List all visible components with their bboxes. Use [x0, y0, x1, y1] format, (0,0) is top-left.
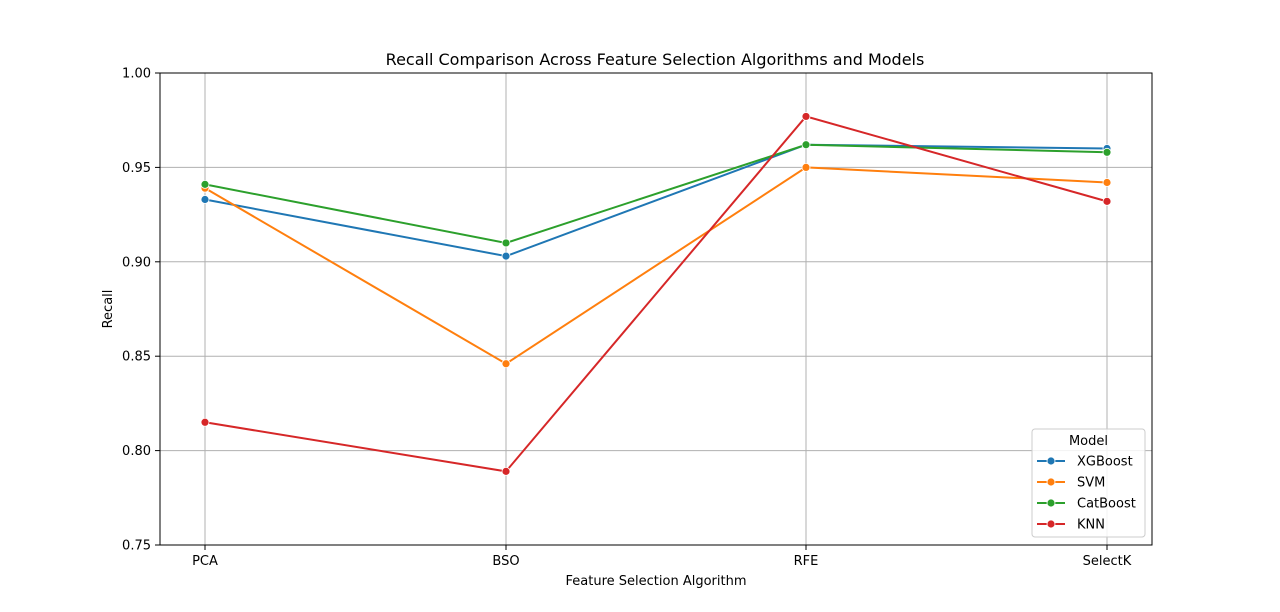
legend-item-catboost: CatBoost — [1037, 497, 1136, 512]
series-lines — [200, 112, 1112, 476]
data-point-catboost — [1102, 147, 1112, 157]
x-tick-label: PCA — [192, 554, 218, 569]
chart-title: Recall Comparison Across Feature Selecti… — [386, 50, 925, 69]
data-point-svm — [1102, 178, 1112, 187]
legend-item-knn: KNN — [1037, 518, 1105, 533]
data-point-xgboost — [200, 195, 210, 204]
series-line-xgboost — [204, 143, 1108, 258]
legend-label: SVM — [1077, 476, 1105, 491]
legend-swatch-marker — [1046, 456, 1056, 466]
x-tick-label: BSO — [492, 554, 519, 569]
data-point-svm — [801, 162, 811, 172]
series-catboost — [200, 140, 1112, 248]
y-tick-label: 0.90 — [122, 255, 151, 270]
data-point-catboost — [501, 238, 511, 248]
x-tick-label: RFE — [794, 554, 819, 569]
data-point-knn — [1102, 196, 1112, 206]
x-axis-label: Feature Selection Algorithm — [566, 574, 747, 589]
y-tick-label: 0.75 — [122, 539, 151, 554]
y-tick-label: 0.85 — [122, 350, 151, 365]
data-point-catboost — [200, 179, 210, 189]
legend-label: XGBoost — [1077, 455, 1133, 470]
y-tick-label: 0.80 — [122, 444, 151, 459]
legend-title: Model — [1069, 434, 1108, 449]
series-line-knn — [204, 115, 1108, 473]
series-line-svm — [204, 166, 1108, 365]
legend-box — [1031, 428, 1146, 538]
legend-swatch-marker — [1046, 519, 1056, 529]
data-point-knn — [501, 466, 511, 476]
y-tick-label: 0.95 — [122, 161, 151, 176]
grid — [160, 72, 1152, 546]
series-svm — [200, 162, 1112, 369]
legend-swatch-marker — [1046, 498, 1056, 508]
data-point-knn — [200, 417, 210, 427]
plot-area-frame — [159, 72, 1153, 546]
x-axis-ticks: PCA BSO RFE SelectK — [192, 545, 1132, 569]
series-xgboost — [200, 140, 1112, 261]
y-axis-ticks: 0.75 0.80 0.85 0.90 0.95 1.00 — [122, 67, 160, 554]
legend-swatch-marker — [1046, 477, 1056, 487]
data-point-knn — [801, 112, 811, 121]
legend-label: KNN — [1077, 518, 1105, 533]
data-point-catboost — [801, 140, 811, 150]
series-knn — [200, 112, 1112, 476]
legend-item-svm: SVM — [1037, 476, 1105, 491]
y-axis-label: Recall — [101, 290, 116, 329]
legend-item-xgboost: XGBoost — [1037, 455, 1133, 470]
data-point-svm — [501, 359, 511, 369]
y-tick-label: 1.00 — [122, 67, 151, 82]
series-line-catboost — [204, 143, 1108, 244]
legend: Model XGBoost SVM CatBoost KNN — [1031, 428, 1146, 538]
legend-label: CatBoost — [1077, 497, 1136, 512]
data-point-xgboost — [501, 251, 511, 261]
x-tick-label: SelectK — [1083, 554, 1132, 569]
